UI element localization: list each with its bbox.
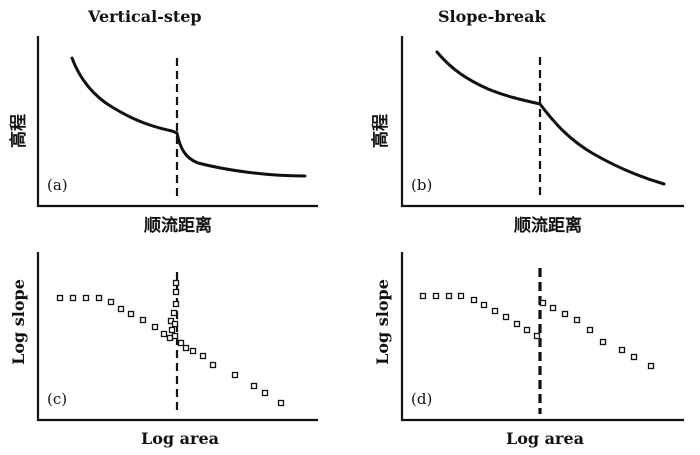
c-point-8 [139, 316, 147, 324]
c-point-20 [177, 339, 185, 347]
slope-area-points-d [419, 292, 655, 370]
xlabel-log-area-d: Log area [506, 429, 584, 448]
d-point-4 [457, 292, 465, 300]
d-point-10 [523, 326, 531, 334]
d-point-7 [491, 307, 499, 315]
c-point-19 [171, 332, 179, 340]
d-point-6 [480, 301, 488, 309]
d-point-16 [586, 326, 594, 334]
d-point-20 [647, 362, 655, 370]
c-point-2 [69, 294, 77, 302]
profile-curve-a [70, 56, 307, 178]
title-vertical-step: Vertical-step [87, 7, 202, 26]
axes-d [400, 252, 684, 422]
axes-b [400, 36, 684, 208]
d-point-9 [513, 320, 521, 328]
c-point-4 [95, 294, 103, 302]
panel-letter-c: (c) [47, 390, 67, 408]
d-point-12 [539, 299, 547, 307]
c-point-15 [172, 300, 180, 308]
c-point-7 [127, 310, 135, 318]
c-point-10 [160, 330, 168, 338]
xlabel-downstream-distance-a: 顺流距离 [144, 215, 212, 236]
panel-c: Log slope Log area (c) [9, 252, 318, 448]
d-point-19 [630, 353, 638, 361]
c-point-3 [82, 294, 90, 302]
ylabel-elevation-a: 高程 [8, 114, 29, 148]
d-point-11 [533, 332, 541, 340]
d-point-18 [618, 346, 626, 354]
d-point-8 [502, 313, 510, 321]
c-point-9 [151, 323, 159, 331]
c-point-18 [171, 320, 179, 328]
c-point-16 [172, 288, 180, 296]
xlabel-downstream-distance-b: 顺流距离 [514, 215, 582, 236]
ylabel-log-slope-d: Log slope [373, 279, 392, 365]
title-slope-break: Slope-break [438, 7, 546, 26]
c-point-5 [107, 298, 115, 306]
slope-area-points-c [56, 279, 285, 407]
panel-a: Vertical-step 高程 顺流距离 (a) [8, 7, 318, 236]
c-point-28 [277, 399, 285, 407]
c-point-26 [250, 382, 258, 390]
panel-letter-b: (b) [411, 176, 432, 194]
c-point-14 [170, 309, 178, 317]
c-point-24 [209, 361, 217, 369]
panel-d: Log slope Log area (d) [373, 252, 684, 448]
profile-curve-b [435, 50, 666, 186]
c-point-22 [189, 347, 197, 355]
d-point-1 [419, 292, 427, 300]
ylabel-elevation-b: 高程 [370, 114, 391, 148]
c-point-1 [56, 294, 64, 302]
c-point-11 [166, 334, 174, 342]
d-point-2 [432, 292, 440, 300]
panel-letter-a: (a) [47, 176, 68, 194]
panel-letter-d: (d) [411, 390, 432, 408]
axes-c [36, 252, 318, 422]
d-point-17 [599, 338, 607, 346]
d-point-3 [445, 292, 453, 300]
d-point-14 [561, 310, 569, 318]
c-point-21 [182, 344, 190, 352]
c-point-23 [199, 352, 207, 360]
c-point-27 [261, 389, 269, 397]
c-point-25 [231, 371, 239, 379]
c-point-12 [168, 326, 176, 334]
panel-b: Slope-break 高程 顺流距离 (b) [370, 7, 684, 236]
axes-a [36, 36, 318, 208]
c-point-17 [172, 279, 180, 287]
c-point-6 [117, 305, 125, 313]
d-point-5 [470, 296, 478, 304]
ylabel-log-slope-c: Log slope [9, 279, 28, 365]
d-point-15 [573, 316, 581, 324]
d-point-13 [549, 304, 557, 312]
xlabel-log-area-c: Log area [141, 429, 219, 448]
